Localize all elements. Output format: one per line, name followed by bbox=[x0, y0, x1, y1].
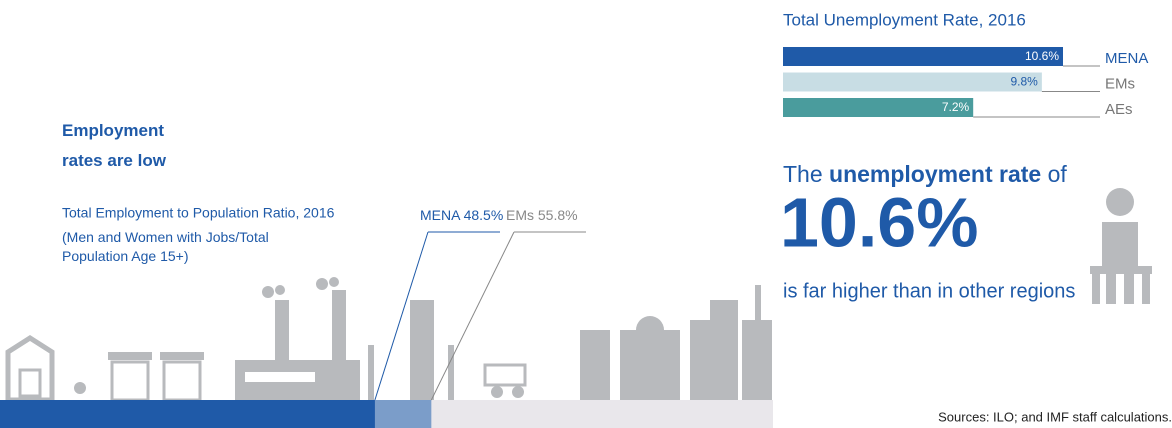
subtitle-line: Population Age 15+) bbox=[62, 248, 189, 264]
statement-suffix: of bbox=[1048, 161, 1068, 187]
statement-tail: is far higher than in other regions bbox=[783, 280, 1075, 302]
chart-subtitle: (Men and Women with Jobs/Total Population… bbox=[62, 229, 269, 264]
heading: Employment bbox=[62, 121, 164, 140]
skyline-illustration bbox=[8, 277, 772, 400]
bar bbox=[783, 47, 1063, 66]
category-label: EMs bbox=[1105, 75, 1135, 92]
infographic: Employment rates are low Total Employment… bbox=[0, 0, 1172, 428]
series-label: MENA 48.5% bbox=[420, 207, 503, 223]
value-label: 7.2% bbox=[942, 100, 970, 114]
person-icon bbox=[1090, 188, 1152, 304]
statement-figure: 10.6% bbox=[780, 183, 978, 261]
source-note: Sources: ILO; and IMF staff calculations… bbox=[938, 409, 1172, 424]
page: Employment rates are low Total Employment… bbox=[0, 0, 1172, 428]
value-label: 9.8% bbox=[1011, 75, 1039, 89]
heading-wrap: rates are low bbox=[62, 151, 167, 170]
legend-name: MENA bbox=[420, 207, 461, 223]
leader-line bbox=[431, 232, 514, 400]
chart-title: Total Employment to Population Ratio, 20… bbox=[62, 205, 335, 221]
series-label: EMs 55.8% bbox=[506, 207, 578, 223]
subtitle-line: (Men and Women with Jobs/Total bbox=[62, 229, 269, 245]
legend-name: EMs bbox=[506, 207, 534, 223]
bar bbox=[0, 400, 375, 428]
value-label: 55.8% bbox=[538, 207, 578, 223]
value-label: 48.5% bbox=[464, 207, 504, 223]
category-label: MENA bbox=[1105, 50, 1148, 67]
category-label: AEs bbox=[1105, 101, 1133, 118]
heading-line: Employment rates are low bbox=[62, 121, 167, 170]
bar bbox=[783, 73, 1042, 92]
chart-title: Total Unemployment Rate, 2016 bbox=[783, 10, 1026, 29]
value-label: 10.6% bbox=[1025, 49, 1059, 63]
